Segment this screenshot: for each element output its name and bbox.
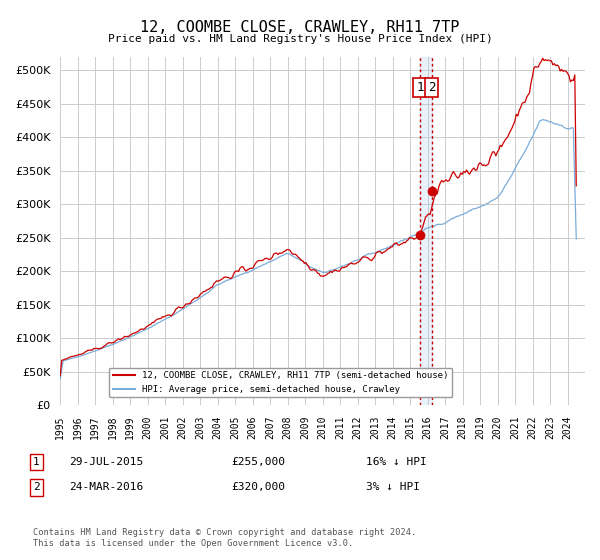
Text: Contains HM Land Registry data © Crown copyright and database right 2024.
This d: Contains HM Land Registry data © Crown c… xyxy=(33,528,416,548)
Text: £320,000: £320,000 xyxy=(231,482,285,492)
Text: Price paid vs. HM Land Registry's House Price Index (HPI): Price paid vs. HM Land Registry's House … xyxy=(107,34,493,44)
Text: 24-MAR-2016: 24-MAR-2016 xyxy=(69,482,143,492)
Text: 12, COOMBE CLOSE, CRAWLEY, RH11 7TP: 12, COOMBE CLOSE, CRAWLEY, RH11 7TP xyxy=(140,20,460,35)
Text: 2: 2 xyxy=(33,482,40,492)
Text: £255,000: £255,000 xyxy=(231,457,285,467)
Text: 2: 2 xyxy=(428,81,436,94)
Text: 16% ↓ HPI: 16% ↓ HPI xyxy=(366,457,427,467)
Text: 3% ↓ HPI: 3% ↓ HPI xyxy=(366,482,420,492)
Text: 1: 1 xyxy=(416,81,424,94)
Text: 29-JUL-2015: 29-JUL-2015 xyxy=(69,457,143,467)
Legend: 12, COOMBE CLOSE, CRAWLEY, RH11 7TP (semi-detached house), HPI: Average price, s: 12, COOMBE CLOSE, CRAWLEY, RH11 7TP (sem… xyxy=(109,368,452,398)
Bar xyxy=(420,57,431,405)
Text: 1: 1 xyxy=(33,457,40,467)
